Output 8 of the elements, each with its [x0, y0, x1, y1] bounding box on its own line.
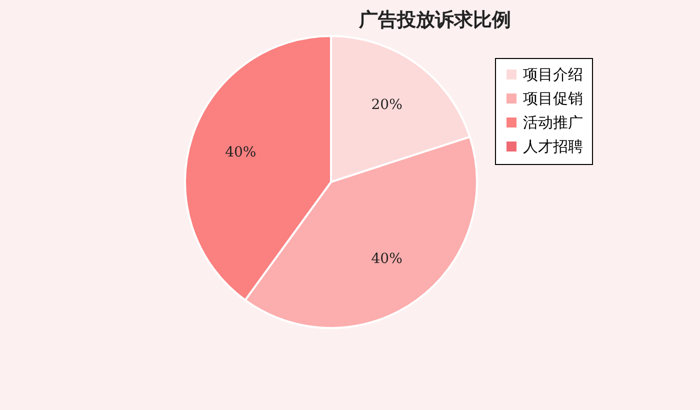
- data-label: 40%: [371, 250, 402, 267]
- chart-title: 广告投放诉求比例: [358, 9, 511, 31]
- legend-label: 人才招聘: [523, 138, 583, 156]
- data-label: 20%: [371, 97, 402, 114]
- legend-label: 项目介绍: [523, 66, 583, 84]
- data-label: 40%: [225, 144, 256, 161]
- legend-label: 项目促销: [523, 90, 583, 108]
- legend-label: 活动推广: [523, 114, 583, 132]
